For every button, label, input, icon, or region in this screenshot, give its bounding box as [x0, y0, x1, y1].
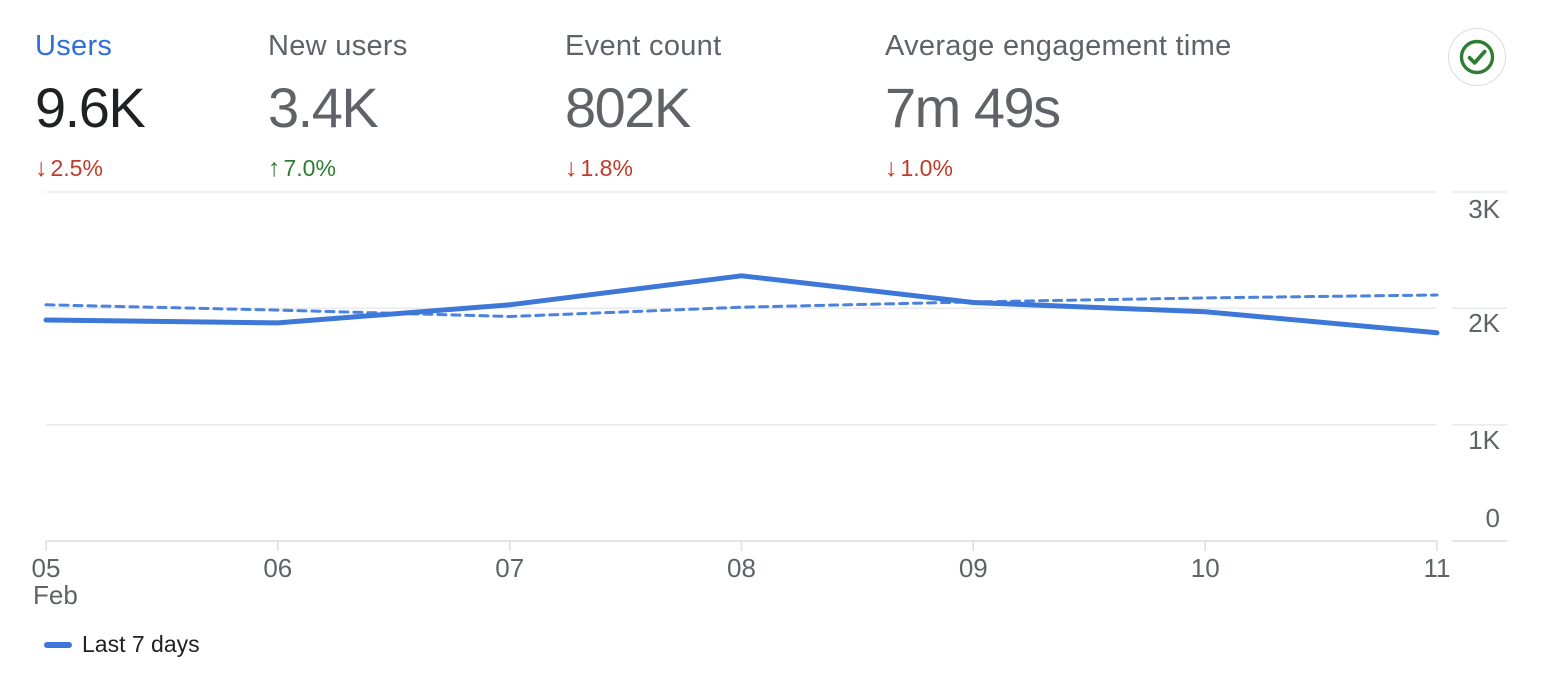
metric-value: 3.4K	[268, 76, 379, 139]
metric-delta-value: 7.0%	[283, 155, 336, 181]
x-axis-label: 11	[1424, 553, 1451, 583]
x-axis-label: 05	[32, 553, 61, 583]
chart-legend: Last 7 days	[44, 631, 200, 658]
metric-delta: ↓ 1.8%	[565, 155, 721, 182]
y-axis-label: 0	[1486, 503, 1500, 533]
trend-down-arrow-icon: ↓	[885, 154, 898, 182]
trend-down-arrow-icon: ↓	[35, 154, 48, 182]
y-axis-label: 1K	[1468, 425, 1500, 455]
metric-label: Users	[35, 30, 113, 62]
metric-card-users[interactable]: Users 9.6K ↓ 2.5%	[35, 30, 146, 182]
legend-label: Last 7 days	[82, 631, 200, 657]
y-axis-label: 3K	[1468, 194, 1500, 224]
check-circle-icon	[1459, 39, 1495, 75]
x-axis-label: 09	[959, 553, 988, 583]
metric-card-event-count[interactable]: Event count 802K ↓ 1.8%	[565, 30, 721, 182]
metric-delta: ↑ 7.0%	[268, 155, 408, 182]
data-quality-badge[interactable]	[1448, 28, 1506, 86]
users-trend-line-chart[interactable]: 3K 2K 1K 0 05 06 07 08 09 10 11 Feb	[0, 0, 1546, 620]
comparison-period-line	[44, 293, 1439, 318]
metric-card-new-users[interactable]: New users 3.4K ↑ 7.0%	[268, 30, 408, 182]
metric-delta-value: 1.0%	[900, 155, 953, 181]
x-axis-label: 10	[1191, 553, 1220, 583]
x-axis-label: 08	[727, 553, 756, 583]
y-axis-label: 2K	[1468, 308, 1500, 338]
metric-delta: ↓ 1.0%	[885, 155, 1232, 182]
metric-label: Average engagement time	[885, 30, 1232, 62]
trend-down-arrow-icon: ↓	[565, 154, 578, 182]
current-period-line	[43, 273, 1440, 336]
metric-label: New users	[268, 30, 408, 62]
metric-delta: ↓ 2.5%	[35, 155, 144, 182]
metric-card-avg-engagement-time[interactable]: Average engagement time 7m 49s ↓ 1.0%	[885, 30, 1232, 182]
metric-value: 7m 49s	[885, 76, 1061, 139]
metric-label: Event count	[565, 30, 722, 62]
x-axis-label: 07	[495, 553, 524, 583]
x-axis-label: 06	[263, 553, 292, 583]
metric-delta-value: 2.5%	[50, 155, 103, 181]
metric-delta-value: 1.8%	[580, 155, 633, 181]
legend-line-swatch	[44, 641, 72, 648]
x-axis-month-label: Feb	[33, 580, 78, 610]
trend-up-arrow-icon: ↑	[268, 154, 281, 182]
metric-value: 802K	[565, 76, 691, 139]
metric-value: 9.6K	[35, 76, 146, 139]
